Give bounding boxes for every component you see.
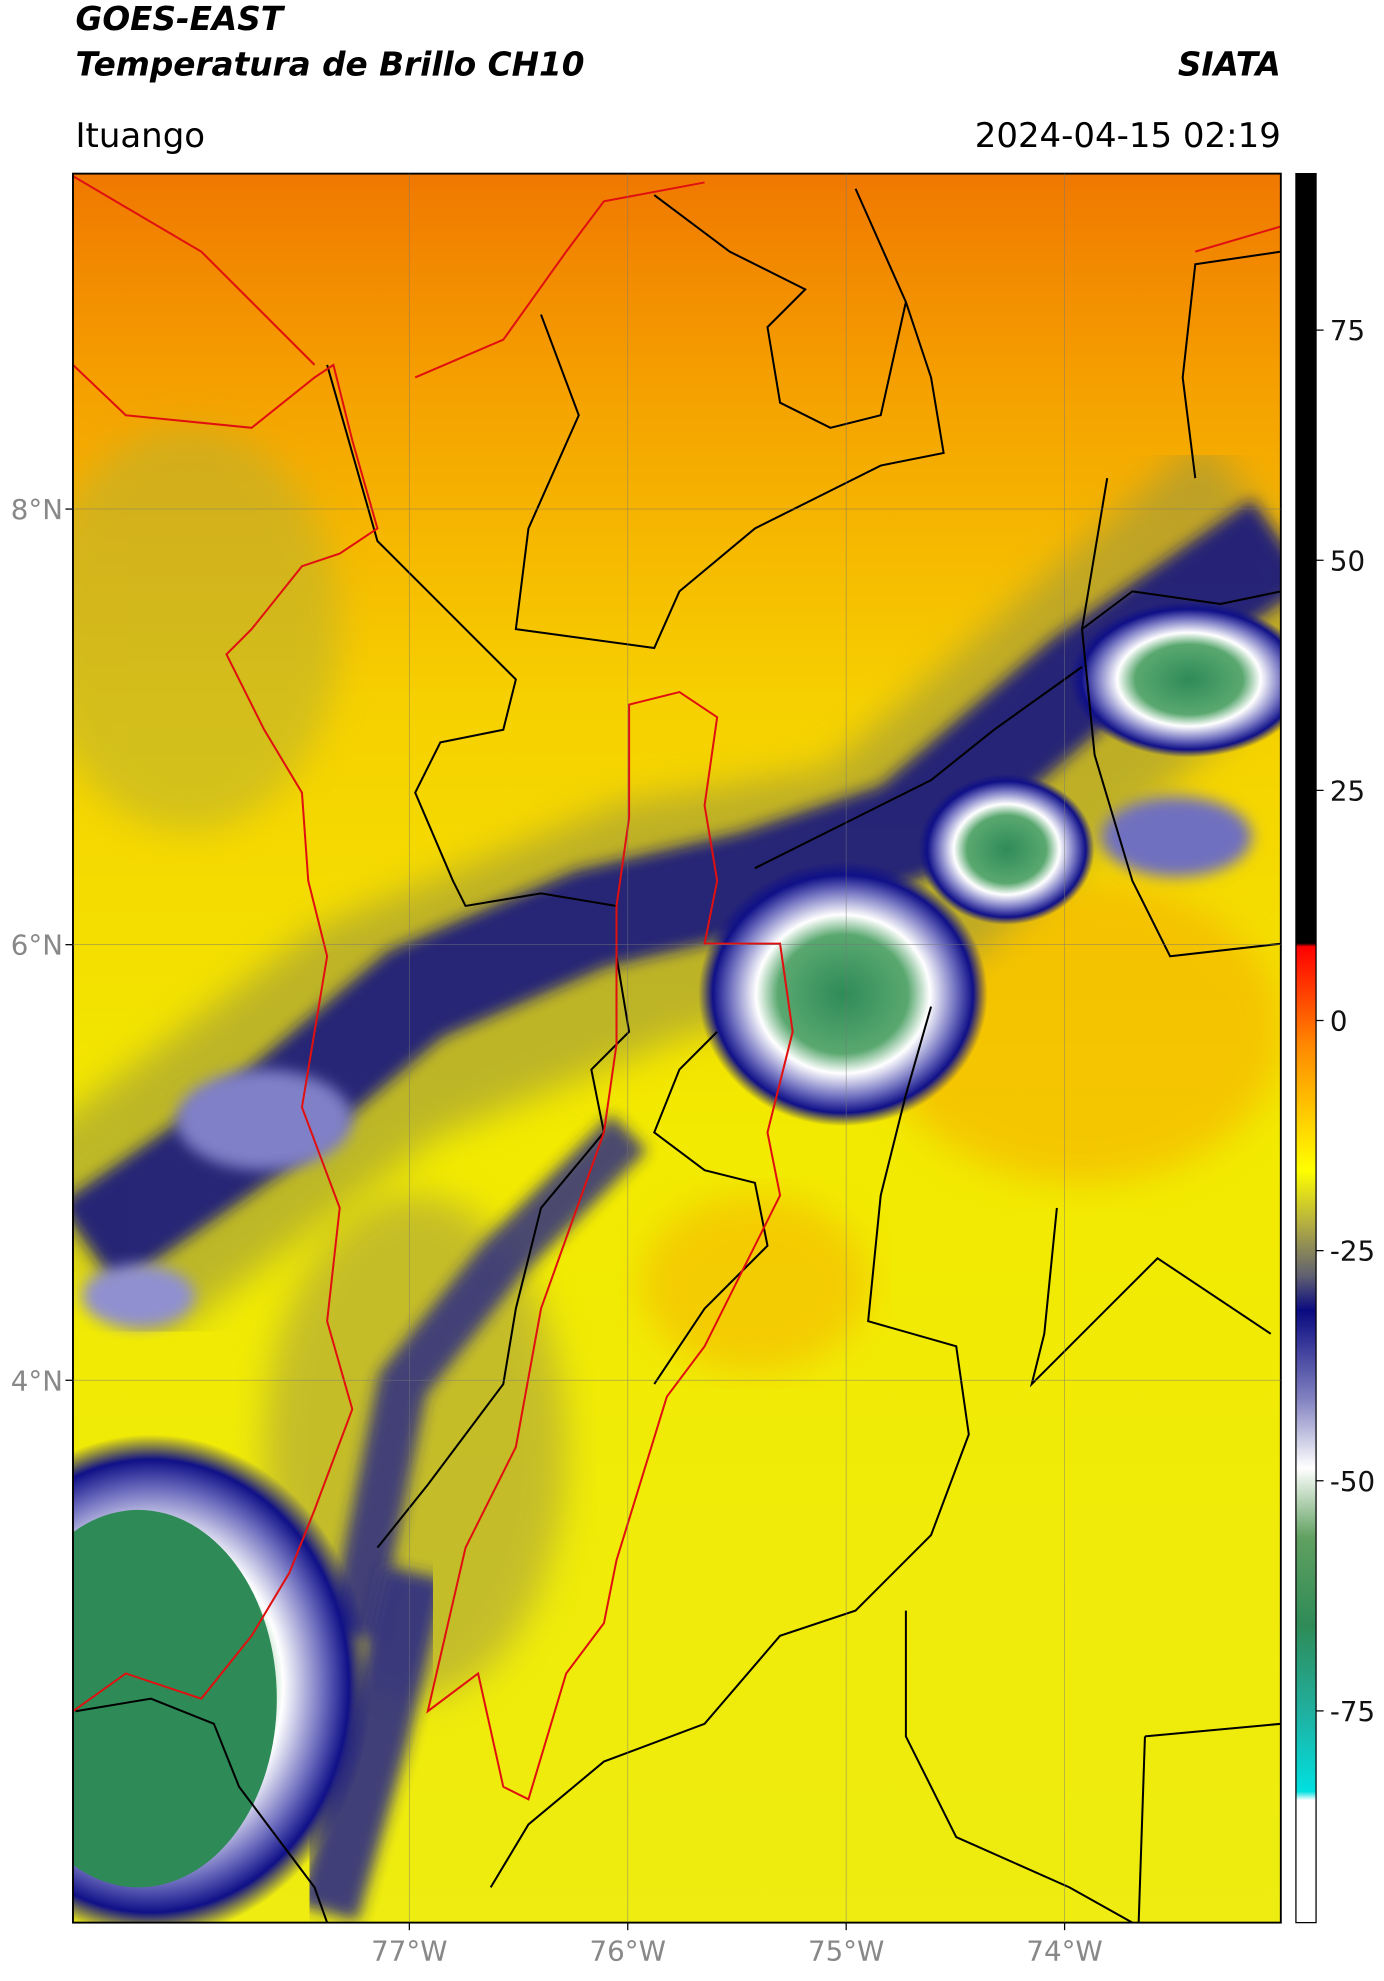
subtitle: Temperatura de Brillo CH10: [75, 45, 584, 83]
location: Ituango: [75, 116, 205, 156]
x-tick-label: 77°W: [371, 1934, 447, 1967]
x-tick-label: 76°W: [590, 1934, 666, 1967]
colorbar: [1295, 173, 1317, 1924]
datetime: 2024-04-15 02:19: [975, 116, 1281, 156]
y-tick-label: 6°N: [11, 929, 63, 962]
colorbar-tick-label: 25: [1330, 774, 1365, 807]
y-tick-label: 8°N: [11, 493, 63, 526]
colorbar-tick-label: -50: [1330, 1465, 1375, 1498]
source: SIATA: [1178, 45, 1281, 83]
map-image: [72, 173, 1281, 1923]
title: GOES-EAST: [75, 0, 285, 38]
colorbar-tick-label: -75: [1330, 1695, 1375, 1728]
y-tick-label: 4°N: [11, 1364, 63, 1397]
colorbar-tick-label: 0: [1330, 1005, 1348, 1038]
colorbar-tick-label: 75: [1330, 314, 1365, 347]
colorbar-tick-label: -25: [1330, 1235, 1375, 1268]
x-tick-label: 75°W: [808, 1934, 884, 1967]
x-tick-label: 74°W: [1026, 1934, 1102, 1967]
colorbar-tick-label: 50: [1330, 544, 1365, 577]
map-frame: [72, 172, 1282, 1924]
